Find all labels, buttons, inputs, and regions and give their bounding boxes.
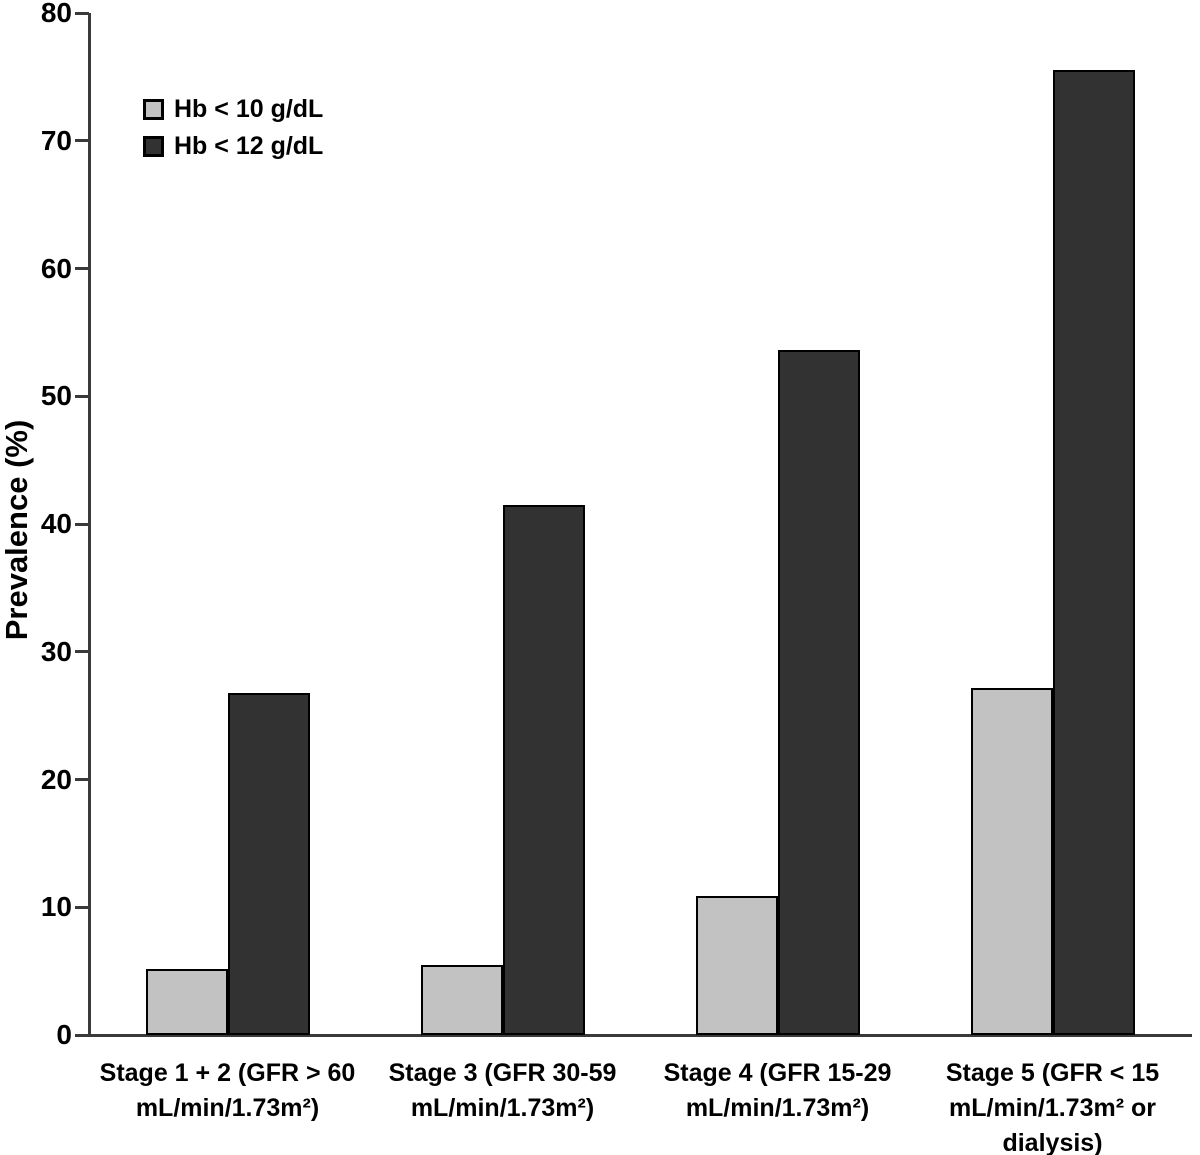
x-label-stage-1-2: Stage 1 + 2 (GFR > 60 mL/min/1.73m²)	[99, 1059, 356, 1122]
legend-item-hb-lt-10: Hb < 10 g/dL	[143, 94, 323, 125]
y-tick-60	[75, 267, 89, 270]
bar-hb-lt-12-stage-3	[502, 504, 585, 1035]
x-label-stage-4: Stage 4 (GFR 15-29 mL/min/1.73m²)	[663, 1059, 892, 1122]
bar-hb-lt-10-stage-1-2	[145, 968, 228, 1035]
y-tick-40	[75, 522, 89, 526]
legend-item-hb-lt-12: Hb < 12 g/dL	[143, 131, 323, 162]
bar-hb-lt-12-stage-5	[1052, 70, 1135, 1035]
x-label-stage-5: Stage 5 (GFR < 15 mL/min/1.73m² or dialy…	[945, 1059, 1160, 1155]
y-tick-label-80: 80	[40, 0, 72, 28]
y-tick-label-40: 40	[40, 508, 72, 539]
legend: Hb < 10 g/dL Hb < 12 g/dL	[143, 94, 323, 168]
y-tick-label-70: 70	[40, 124, 72, 156]
bar-hb-lt-10-stage-5	[970, 687, 1053, 1035]
y-tick-label-0: 0	[56, 1019, 72, 1050]
y-tick-0	[75, 1033, 89, 1037]
x-label-stage-3: Stage 3 (GFR 30-59 mL/min/1.73m²)	[388, 1059, 617, 1122]
y-tick-label-20: 20	[40, 763, 72, 795]
legend-label-hb-lt-12: Hb < 12 g/dL	[174, 132, 324, 160]
y-tick-80	[75, 11, 89, 15]
y-tick-50	[75, 394, 89, 398]
bar-hb-lt-12-stage-4	[777, 350, 860, 1035]
bar-hb-lt-10-stage-3	[420, 964, 503, 1035]
legend-swatch-hb-lt-10-icon	[143, 99, 164, 120]
y-tick-label-30: 30	[40, 635, 72, 667]
y-axis-line	[88, 13, 91, 1037]
bar-hb-lt-10-stage-4	[695, 895, 778, 1035]
legend-swatch-hb-lt-12-icon	[143, 136, 164, 157]
y-tick-label-10: 10	[40, 891, 72, 923]
legend-label-hb-lt-10: Hb < 10 g/dL	[174, 95, 324, 123]
y-tick-30	[75, 650, 89, 654]
y-tick-label-60: 60	[40, 252, 72, 284]
y-tick-70	[75, 139, 89, 143]
y-tick-label-50: 50	[40, 380, 72, 412]
bar-hb-lt-12-stage-1-2	[227, 692, 310, 1035]
y-tick-10	[75, 905, 89, 909]
y-tick-20	[75, 778, 89, 781]
x-axis-line	[88, 1034, 1192, 1037]
